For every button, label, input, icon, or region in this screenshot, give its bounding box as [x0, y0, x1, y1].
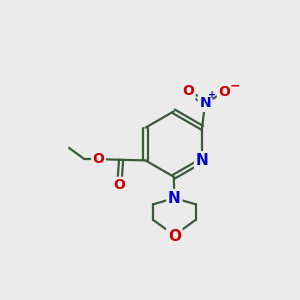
- Text: N: N: [199, 96, 211, 110]
- Text: O: O: [182, 84, 194, 98]
- Text: O: O: [114, 178, 125, 192]
- Text: N: N: [168, 191, 181, 206]
- Text: O: O: [168, 229, 181, 244]
- Text: N: N: [196, 153, 208, 168]
- Text: +: +: [208, 90, 216, 100]
- Text: O: O: [218, 85, 230, 99]
- Text: −: −: [230, 80, 241, 93]
- Text: O: O: [93, 152, 104, 166]
